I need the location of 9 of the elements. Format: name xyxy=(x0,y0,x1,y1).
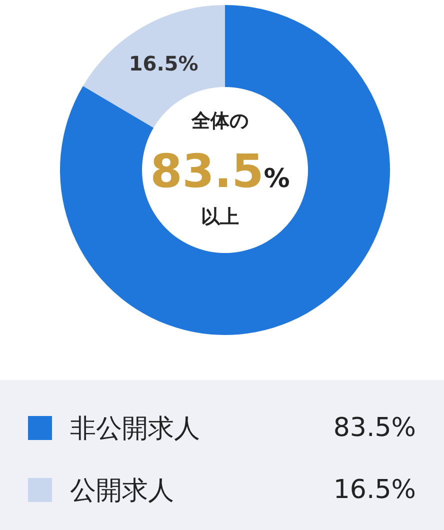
text: 全体の xyxy=(190,110,248,132)
legend-label: 公開求人 xyxy=(70,474,174,508)
text: 83.5% xyxy=(150,144,290,198)
text: 16.5% xyxy=(333,475,416,505)
donut-slice xyxy=(60,5,390,335)
data-label: 83.5% xyxy=(333,413,416,443)
legend-label: 非公開求人 xyxy=(70,412,200,446)
data-label: 16.5% xyxy=(128,51,198,76)
text: 以上 xyxy=(201,206,239,228)
